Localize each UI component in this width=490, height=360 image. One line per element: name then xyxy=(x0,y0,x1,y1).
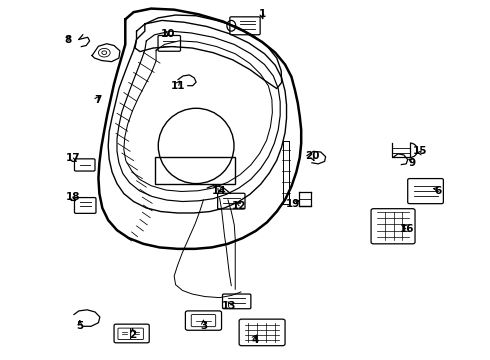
Text: 15: 15 xyxy=(413,145,427,156)
Text: 3: 3 xyxy=(200,321,207,331)
Text: 20: 20 xyxy=(305,150,319,161)
Text: 8: 8 xyxy=(65,35,72,45)
Text: 5: 5 xyxy=(76,321,83,331)
Text: 12: 12 xyxy=(232,201,246,211)
Text: 17: 17 xyxy=(66,153,80,163)
Text: 19: 19 xyxy=(286,199,300,210)
Bar xyxy=(155,157,235,184)
Text: 6: 6 xyxy=(434,186,441,197)
Text: 13: 13 xyxy=(222,301,237,311)
Text: 10: 10 xyxy=(161,29,175,39)
Text: 1: 1 xyxy=(259,9,266,19)
Text: 4: 4 xyxy=(251,334,258,345)
Text: 11: 11 xyxy=(171,81,185,91)
Text: 16: 16 xyxy=(400,225,415,234)
Text: 9: 9 xyxy=(409,158,416,168)
Text: 7: 7 xyxy=(94,95,101,105)
Text: 14: 14 xyxy=(212,186,227,197)
Text: 18: 18 xyxy=(66,192,80,202)
Text: 2: 2 xyxy=(129,330,136,340)
